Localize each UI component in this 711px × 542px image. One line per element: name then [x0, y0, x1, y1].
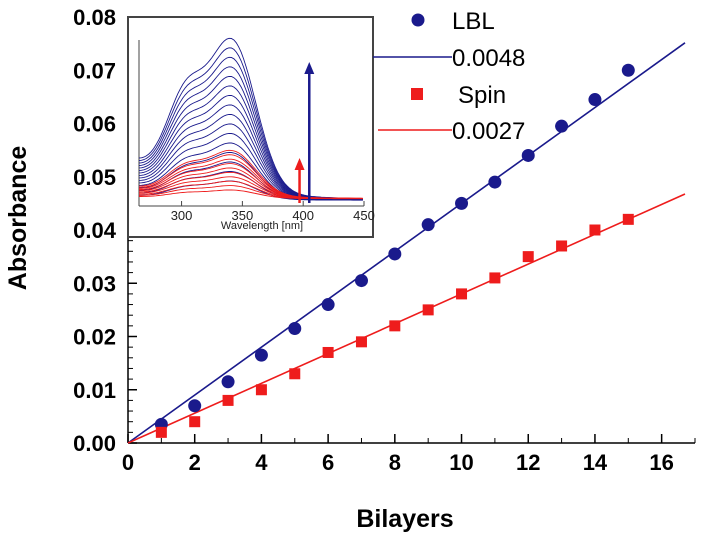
spin-data-point [355, 336, 367, 348]
spin-data-point [189, 416, 201, 428]
x-tick-label: 12 [516, 450, 540, 475]
y-tick-label: 0.04 [73, 218, 117, 243]
x-tick-label: 8 [389, 450, 401, 475]
inset-x-axis-label: Wavelength [nm] [221, 220, 303, 232]
y-tick-label: 0.01 [73, 378, 116, 403]
spin-data-point [622, 213, 634, 225]
y-tick-label: 0.06 [73, 112, 116, 137]
spin-data-point [155, 426, 167, 438]
x-tick-label: 14 [583, 450, 608, 475]
spin-data-point [556, 240, 568, 252]
legend-lbl-label: LBL [452, 8, 495, 35]
inset-x-tick-label: 450 [353, 208, 375, 223]
lbl-data-point [321, 298, 335, 312]
x-tick-label: 16 [649, 450, 673, 475]
legend-spin-label: Spin [458, 82, 506, 109]
inset-lbl-spectrum [138, 37, 363, 200]
legend: LBL 0.0048 Spin 0.0027 [373, 8, 525, 145]
legend-spin-fit-label: 0.0027 [452, 118, 525, 145]
lbl-data-point [188, 399, 202, 413]
lbl-data-point [555, 119, 569, 133]
legend-lbl-fit-label: 0.0048 [452, 45, 525, 72]
y-tick-label: 0.07 [73, 58, 116, 83]
x-tick-label: 0 [122, 450, 134, 475]
spin-data-point [389, 320, 401, 332]
lbl-data-point [488, 175, 502, 189]
inset-x-tick-label: 400 [292, 208, 314, 223]
lbl-data-point [388, 247, 402, 261]
spin-data-point [222, 394, 234, 406]
lbl-data-point [455, 196, 469, 210]
y-tick-label: 0.00 [73, 431, 116, 456]
y-tick-label: 0.02 [73, 325, 116, 350]
inset-x-tick-label: 350 [232, 208, 254, 223]
spin-data-point [322, 346, 334, 358]
legend-spin-marker [411, 88, 423, 100]
spin-fit-line [127, 193, 686, 444]
spin-data-point [422, 304, 434, 316]
lbl-data-point [288, 322, 302, 336]
lbl-data-point [354, 274, 368, 288]
inset-lbl-arrow-head [304, 62, 315, 74]
lbl-data-point [588, 93, 602, 107]
spin-data-point [255, 384, 267, 396]
spin-data-point [589, 224, 601, 236]
lbl-data-point [254, 348, 268, 362]
main-plot: 0.00 0.01 0.02 0.03 0.04 0.05 0.06 0.07 0.08 0 2 4 6… [4, 5, 696, 533]
x-tick-label: 2 [189, 450, 201, 475]
spin-data-point [289, 368, 301, 380]
x-tick-label: 6 [322, 450, 334, 475]
lbl-data-point [421, 218, 435, 232]
lbl-data-point [621, 63, 635, 77]
lbl-fit-line [127, 42, 686, 444]
x-tick-label: 4 [255, 450, 268, 475]
x-tick-label: 10 [449, 450, 473, 475]
spin-data-point [456, 288, 468, 300]
y-tick-label: 0.03 [73, 271, 116, 296]
lbl-data-point [221, 375, 235, 389]
y-axis-label: Absorbance [4, 146, 32, 291]
legend-lbl-marker [411, 13, 425, 27]
y-tick-label: 0.08 [73, 5, 116, 30]
spin-data-point [522, 251, 534, 263]
lbl-data-point [521, 148, 535, 162]
inset-x-tick-label: 300 [171, 208, 193, 223]
inset-spin-spectrum [139, 149, 363, 199]
y-tick-label: 0.05 [73, 165, 116, 190]
spin-data-point [489, 272, 501, 284]
inset-plot: 300 350 400 450 Wavelength [nm] [127, 16, 375, 238]
x-axis-label: Bilayers [356, 505, 453, 533]
inset-spin-arrow-head [294, 158, 305, 170]
